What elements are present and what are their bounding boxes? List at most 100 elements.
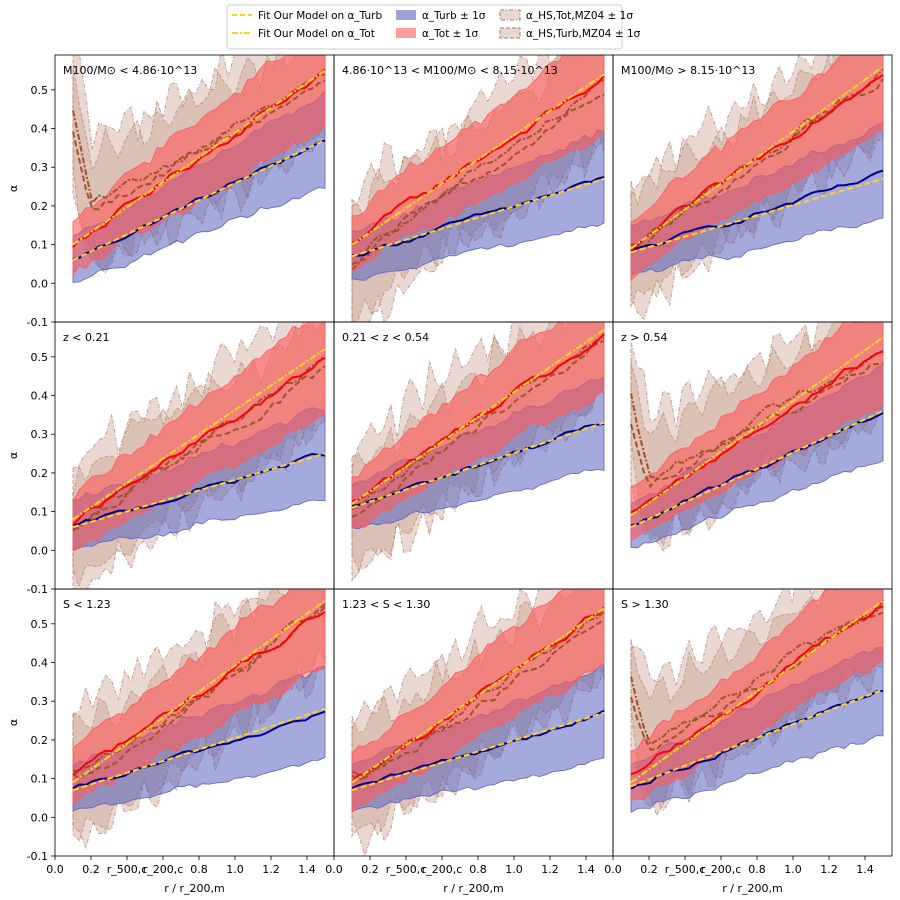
panel-8: 1.23 < S < 1.30 0.0 0.2 r_500,cr_200,c 0.8 1.… [325, 588, 614, 895]
y-axis-label: α [7, 719, 20, 726]
legend-item: Fit Our Model on α_Turb [232, 10, 382, 22]
fit-tot-line [72, 69, 326, 246]
panel-6: z > 0.54 [612, 321, 893, 590]
x-tick-label: r_200,c [143, 863, 184, 876]
y-tick-label: 0.1 [31, 773, 49, 786]
panel-5: 0.21 < z < 0.54 [333, 321, 614, 590]
plot-area [351, 322, 605, 582]
legend-item: Fit Our Model on α_Tot [232, 28, 375, 40]
panel-label: S > 1.30 [621, 598, 669, 611]
turb-line [72, 452, 326, 527]
fit-tot-line [630, 336, 884, 517]
hs-turb-line [351, 93, 605, 266]
tot-band [630, 55, 884, 281]
x-axis-label: r / r_200,m [722, 882, 782, 895]
y-tick-label: 0.4 [31, 123, 49, 136]
legend-label: α_Tot ± 1σ [422, 28, 478, 40]
panel-4: z < 0.21 -0.1 0.0 0.1 0.2 0.3 0.4 0.5 α [7, 321, 335, 596]
plot-area [72, 589, 326, 850]
y-axis-label: α [7, 452, 20, 459]
plot-area [630, 322, 884, 552]
turb-line [351, 422, 605, 507]
x-tick-label: 1.2 [820, 863, 838, 876]
y-tick-label: 0.0 [31, 811, 49, 824]
x-tick-label: 1.2 [262, 863, 280, 876]
panel-2: 4.86·10^13 < M100/M⊙ < 8.15·10^13 [333, 54, 614, 323]
panel-label: z > 0.54 [621, 331, 667, 344]
legend-item: α_Turb ± 1σ [396, 10, 486, 22]
legend-label: α_HS,Tot,MZ04 ± 1σ [526, 10, 633, 22]
panel-3: M100/M⊙ > 8.15·10^13 [612, 54, 893, 323]
panel-7: S < 1.23-0.10.00.10.20.30.40.5α0.0 0.2 r_5… [7, 588, 335, 895]
plot-area [72, 322, 326, 589]
y-tick-label: 0.5 [31, 84, 49, 97]
tot-line [351, 75, 605, 244]
hs-turb-line [72, 365, 326, 530]
tot-line [630, 605, 884, 776]
x-tick-label: r_500,c [107, 863, 148, 876]
hs-tot-line [630, 350, 884, 480]
x-tick-label: 0.8 [190, 863, 208, 876]
panel-label: M100/M⊙ < 4.86·10^13 [63, 64, 197, 77]
tot-line [630, 74, 884, 252]
x-tick-label: 1.0 [505, 863, 523, 876]
y-tick-label: 0.2 [31, 734, 49, 747]
plot-area [630, 55, 884, 321]
fit-turb-line [351, 421, 605, 509]
x-tick-label: 0.2 [640, 863, 658, 876]
fit-turb-line [351, 177, 605, 258]
panel-label: 1.23 < S < 1.30 [342, 598, 430, 611]
x-tick-label: 0.0 [604, 863, 622, 876]
tot-line [72, 356, 326, 526]
legend-swatch-band [396, 28, 416, 38]
y-tick-label: 0.5 [31, 351, 49, 364]
y-tick-label: 0.3 [31, 161, 49, 174]
fit-turb-line [630, 410, 884, 528]
tot-line [351, 606, 605, 784]
y-tick-label: 0.4 [31, 657, 49, 670]
y-tick-label: -0.1 [27, 850, 48, 863]
turb-line [630, 169, 884, 252]
x-tick-label: r_200,c [701, 863, 742, 876]
y-axis-label: α [7, 185, 20, 192]
legend: Fit Our Model on α_Turb Fit Our Model on … [226, 4, 641, 50]
fit-turb-line [351, 711, 605, 792]
y-tick-label: 0.2 [31, 467, 49, 480]
panel-label: 4.86·10^13 < M100/M⊙ < 8.15·10^13 [342, 64, 558, 77]
hs-turb-line [630, 611, 884, 751]
fit-turb-line [72, 452, 326, 529]
tot-line [351, 333, 605, 503]
hs-tot-line [630, 68, 884, 249]
legend-box: Fit Our Model on α_Turb Fit Our Model on … [226, 4, 641, 50]
fit-turb-line [72, 708, 326, 792]
hs-tot-line [351, 79, 605, 271]
panel-frame [612, 588, 893, 857]
legend-frame [226, 4, 623, 50]
x-tick-label: 1.4 [856, 863, 874, 876]
legend-swatch-band [499, 9, 521, 21]
tot-band [351, 322, 605, 529]
tot-line [630, 350, 884, 514]
y-tick-label: 0.3 [31, 695, 49, 708]
plot-area [72, 55, 326, 283]
turb-line [72, 710, 326, 790]
y-tick-label: 0.2 [31, 200, 49, 213]
x-tick-label: 1.4 [298, 863, 316, 876]
panels-grid: M100/M⊙ < 4.86·10^13 -0.1 0.0 0.1 0.2 0.3 0.4 0… [7, 54, 893, 895]
x-tick-label: 0.8 [748, 863, 766, 876]
x-tick-label: r_500,c [665, 863, 706, 876]
x-tick-label: 0.8 [469, 863, 487, 876]
tot-line [72, 68, 326, 248]
y-tick-label: -0.1 [27, 583, 48, 596]
tot-band [72, 322, 326, 552]
hs-tot-line [72, 606, 326, 772]
hs-tot-line [630, 599, 884, 746]
y-tick-label: 0.5 [31, 618, 49, 631]
turb-line [351, 709, 605, 789]
x-tick-label: 1.4 [577, 863, 595, 876]
panel-label: S < 1.23 [63, 598, 111, 611]
y-tick-label: 0.1 [31, 506, 49, 519]
x-tick-label: 1.2 [541, 863, 559, 876]
hs-turb-line [351, 619, 605, 782]
